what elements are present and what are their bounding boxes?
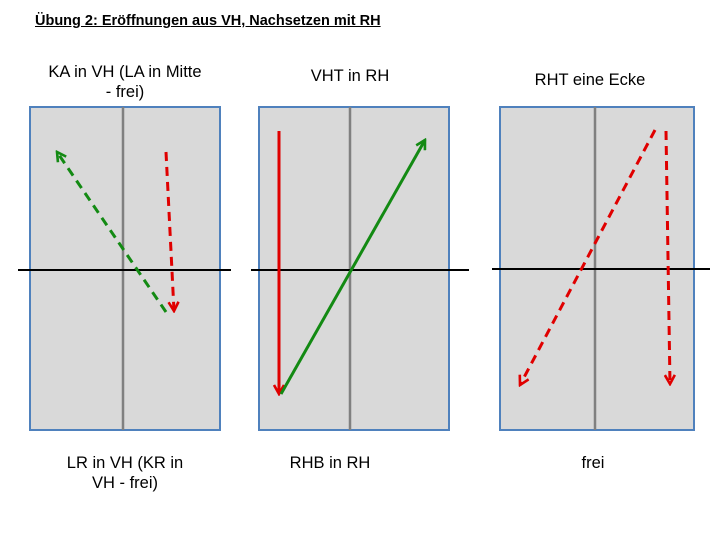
arrow-red-dashed-1: [164, 151, 174, 311]
diagram-1-top-label: KA in VH (LA in Mitte - frei): [48, 63, 202, 101]
court-diagram-3: [492, 106, 710, 431]
court-1: [29, 106, 221, 431]
arrow-green-dashed-1: [57, 152, 168, 313]
diagram-1-bottom-label: LR in VH (KR in VH - frei): [66, 454, 184, 492]
diagram-3-top-label: RHT eine Ecke: [534, 71, 646, 89]
diagram-3-bottom-label: frei: [581, 454, 605, 472]
arrow-red-dashed-3a: [520, 129, 657, 385]
court-diagram-1: [18, 106, 231, 431]
court-diagram-2: [251, 106, 469, 431]
diagram-2-bottom-label: RHB in RH: [289, 454, 371, 472]
arrow-green-solid-2: [279, 140, 425, 395]
diagram-2-top-label: VHT in RH: [310, 67, 390, 85]
arrow-red-dashed-3b: [666, 130, 670, 384]
page-title: Übung 2: Eröffnungen aus VH, Nachsetzen …: [35, 13, 381, 29]
